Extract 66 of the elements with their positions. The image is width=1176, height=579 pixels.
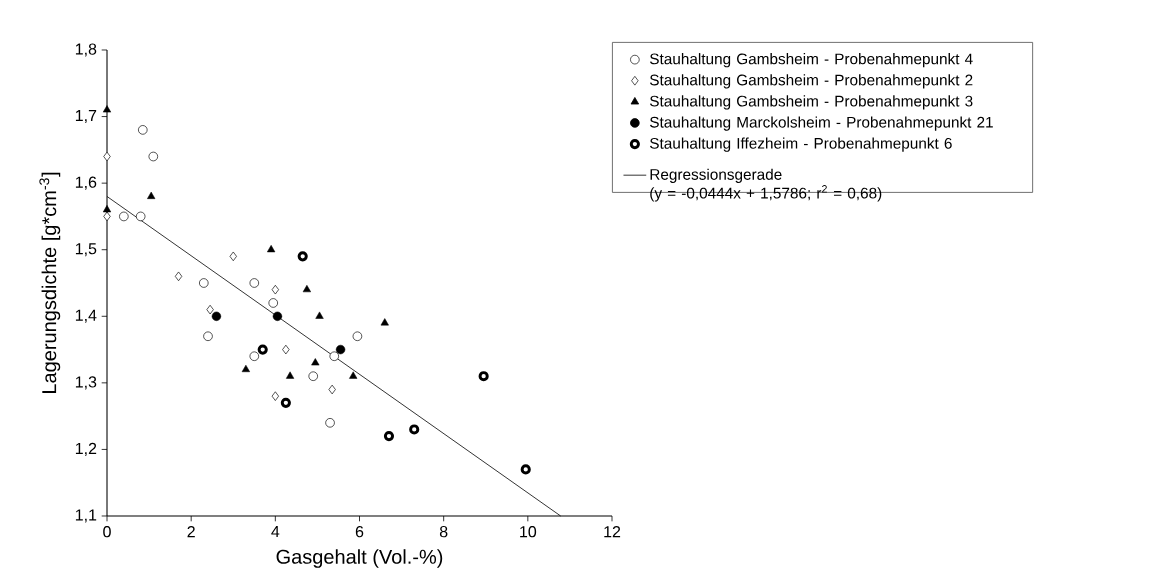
point xyxy=(272,311,283,321)
legend-label: Stauhaltung Gambsheim - Probenahmepunkt 4 xyxy=(649,53,973,68)
point xyxy=(325,418,335,428)
y-tick-label: 1,1 xyxy=(75,509,97,523)
x-tick-label: 6 xyxy=(355,526,364,538)
point xyxy=(315,311,324,319)
point xyxy=(102,105,112,113)
y-tick-label: 1,6 xyxy=(75,176,97,190)
y-axis-title: Lagerungsdichte [g*cm$^{-3}$] xyxy=(39,172,61,393)
y-tick-label: 1,2 xyxy=(75,442,97,457)
point xyxy=(148,151,159,162)
legend-label: Regressionsgerade (y = -0,0444x + 1,5786; r$^{2}$ = 0,68) xyxy=(650,168,882,202)
point xyxy=(311,358,320,366)
legend-label: Stauhaltung Marckolsheim - Probenahmepunkt 21 xyxy=(649,116,993,131)
point xyxy=(206,304,214,315)
y-tick-label: 1,5 xyxy=(75,243,97,257)
x-tick-label: 12 xyxy=(604,526,621,538)
point xyxy=(267,245,276,253)
point xyxy=(119,211,129,222)
point xyxy=(302,284,311,293)
point xyxy=(174,271,183,282)
point xyxy=(328,384,336,395)
x-axis-title: Gasgehalt (Vol.-%) xyxy=(276,549,443,568)
point xyxy=(147,191,156,199)
y-tick-label: 1,7 xyxy=(75,110,97,124)
point xyxy=(349,371,358,379)
point xyxy=(352,331,363,341)
point xyxy=(102,205,112,213)
y-tick-label: 1,3 xyxy=(75,376,97,390)
point xyxy=(257,344,268,355)
point xyxy=(280,397,291,408)
point xyxy=(282,344,290,355)
point xyxy=(380,318,389,326)
point xyxy=(241,364,250,373)
point xyxy=(271,284,279,295)
point xyxy=(271,391,279,401)
point xyxy=(383,431,395,442)
x-tick-label: 8 xyxy=(439,526,448,538)
point xyxy=(268,298,278,308)
point xyxy=(203,331,213,341)
point xyxy=(478,371,489,382)
x-tick-label: 0 xyxy=(103,526,111,538)
point xyxy=(103,151,111,162)
point xyxy=(199,278,209,288)
point xyxy=(229,251,237,262)
legend-label: Stauhaltung Gambsheim - Probenahmepunkt 2 xyxy=(649,74,973,89)
x-tick-label: 4 xyxy=(271,526,280,538)
legend-label: Stauhaltung Gambsheim - Probenahmepunkt 3 xyxy=(649,95,973,110)
point xyxy=(285,371,295,379)
point xyxy=(249,351,260,361)
point xyxy=(308,371,318,381)
legend-label: Stauhaltung Iffezheim - Probenahmepunkt 6 xyxy=(649,137,952,152)
point xyxy=(297,251,308,262)
point xyxy=(409,424,420,435)
point xyxy=(249,278,260,288)
x-tick-label: 2 xyxy=(187,526,195,538)
y-tick-label: 1,4 xyxy=(75,309,97,323)
point xyxy=(138,125,148,135)
point xyxy=(211,311,222,321)
y-tick-label: 1,8 xyxy=(75,43,97,57)
point xyxy=(335,344,346,355)
x-tick-label: 10 xyxy=(520,526,537,538)
point xyxy=(329,351,339,361)
point xyxy=(103,211,111,222)
point xyxy=(135,211,146,222)
point xyxy=(520,464,531,475)
